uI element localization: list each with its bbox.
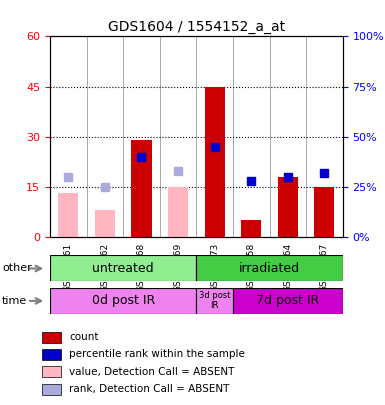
Text: 7d post IR: 7d post IR	[256, 294, 320, 307]
Bar	[204, 87, 225, 237]
Bar	[42, 349, 60, 360]
Bar	[50, 288, 196, 314]
Text: rank, Detection Call = ABSENT: rank, Detection Call = ABSENT	[69, 384, 229, 394]
Bar	[314, 187, 335, 237]
Text: untreated: untreated	[92, 262, 154, 275]
Bar	[196, 255, 343, 281]
Bar	[241, 220, 261, 237]
Bar	[278, 177, 298, 237]
Title: GDS1604 / 1554152_a_at: GDS1604 / 1554152_a_at	[108, 20, 285, 34]
Text: time: time	[2, 296, 27, 305]
Bar	[42, 366, 60, 377]
Bar	[42, 384, 60, 394]
Bar	[168, 187, 188, 237]
Text: other: other	[2, 263, 32, 273]
Text: count: count	[69, 332, 99, 342]
Bar	[42, 332, 60, 343]
Text: percentile rank within the sample: percentile rank within the sample	[69, 350, 245, 360]
Bar	[50, 255, 196, 281]
Text: value, Detection Call = ABSENT: value, Detection Call = ABSENT	[69, 367, 234, 377]
Bar	[95, 210, 115, 237]
Text: 3d post
IR: 3d post IR	[199, 291, 230, 310]
Text: irradiated: irradiated	[239, 262, 300, 275]
Bar	[58, 194, 79, 237]
Bar	[196, 288, 233, 314]
Bar	[131, 140, 152, 237]
Text: 0d post IR: 0d post IR	[92, 294, 155, 307]
Bar	[233, 288, 343, 314]
